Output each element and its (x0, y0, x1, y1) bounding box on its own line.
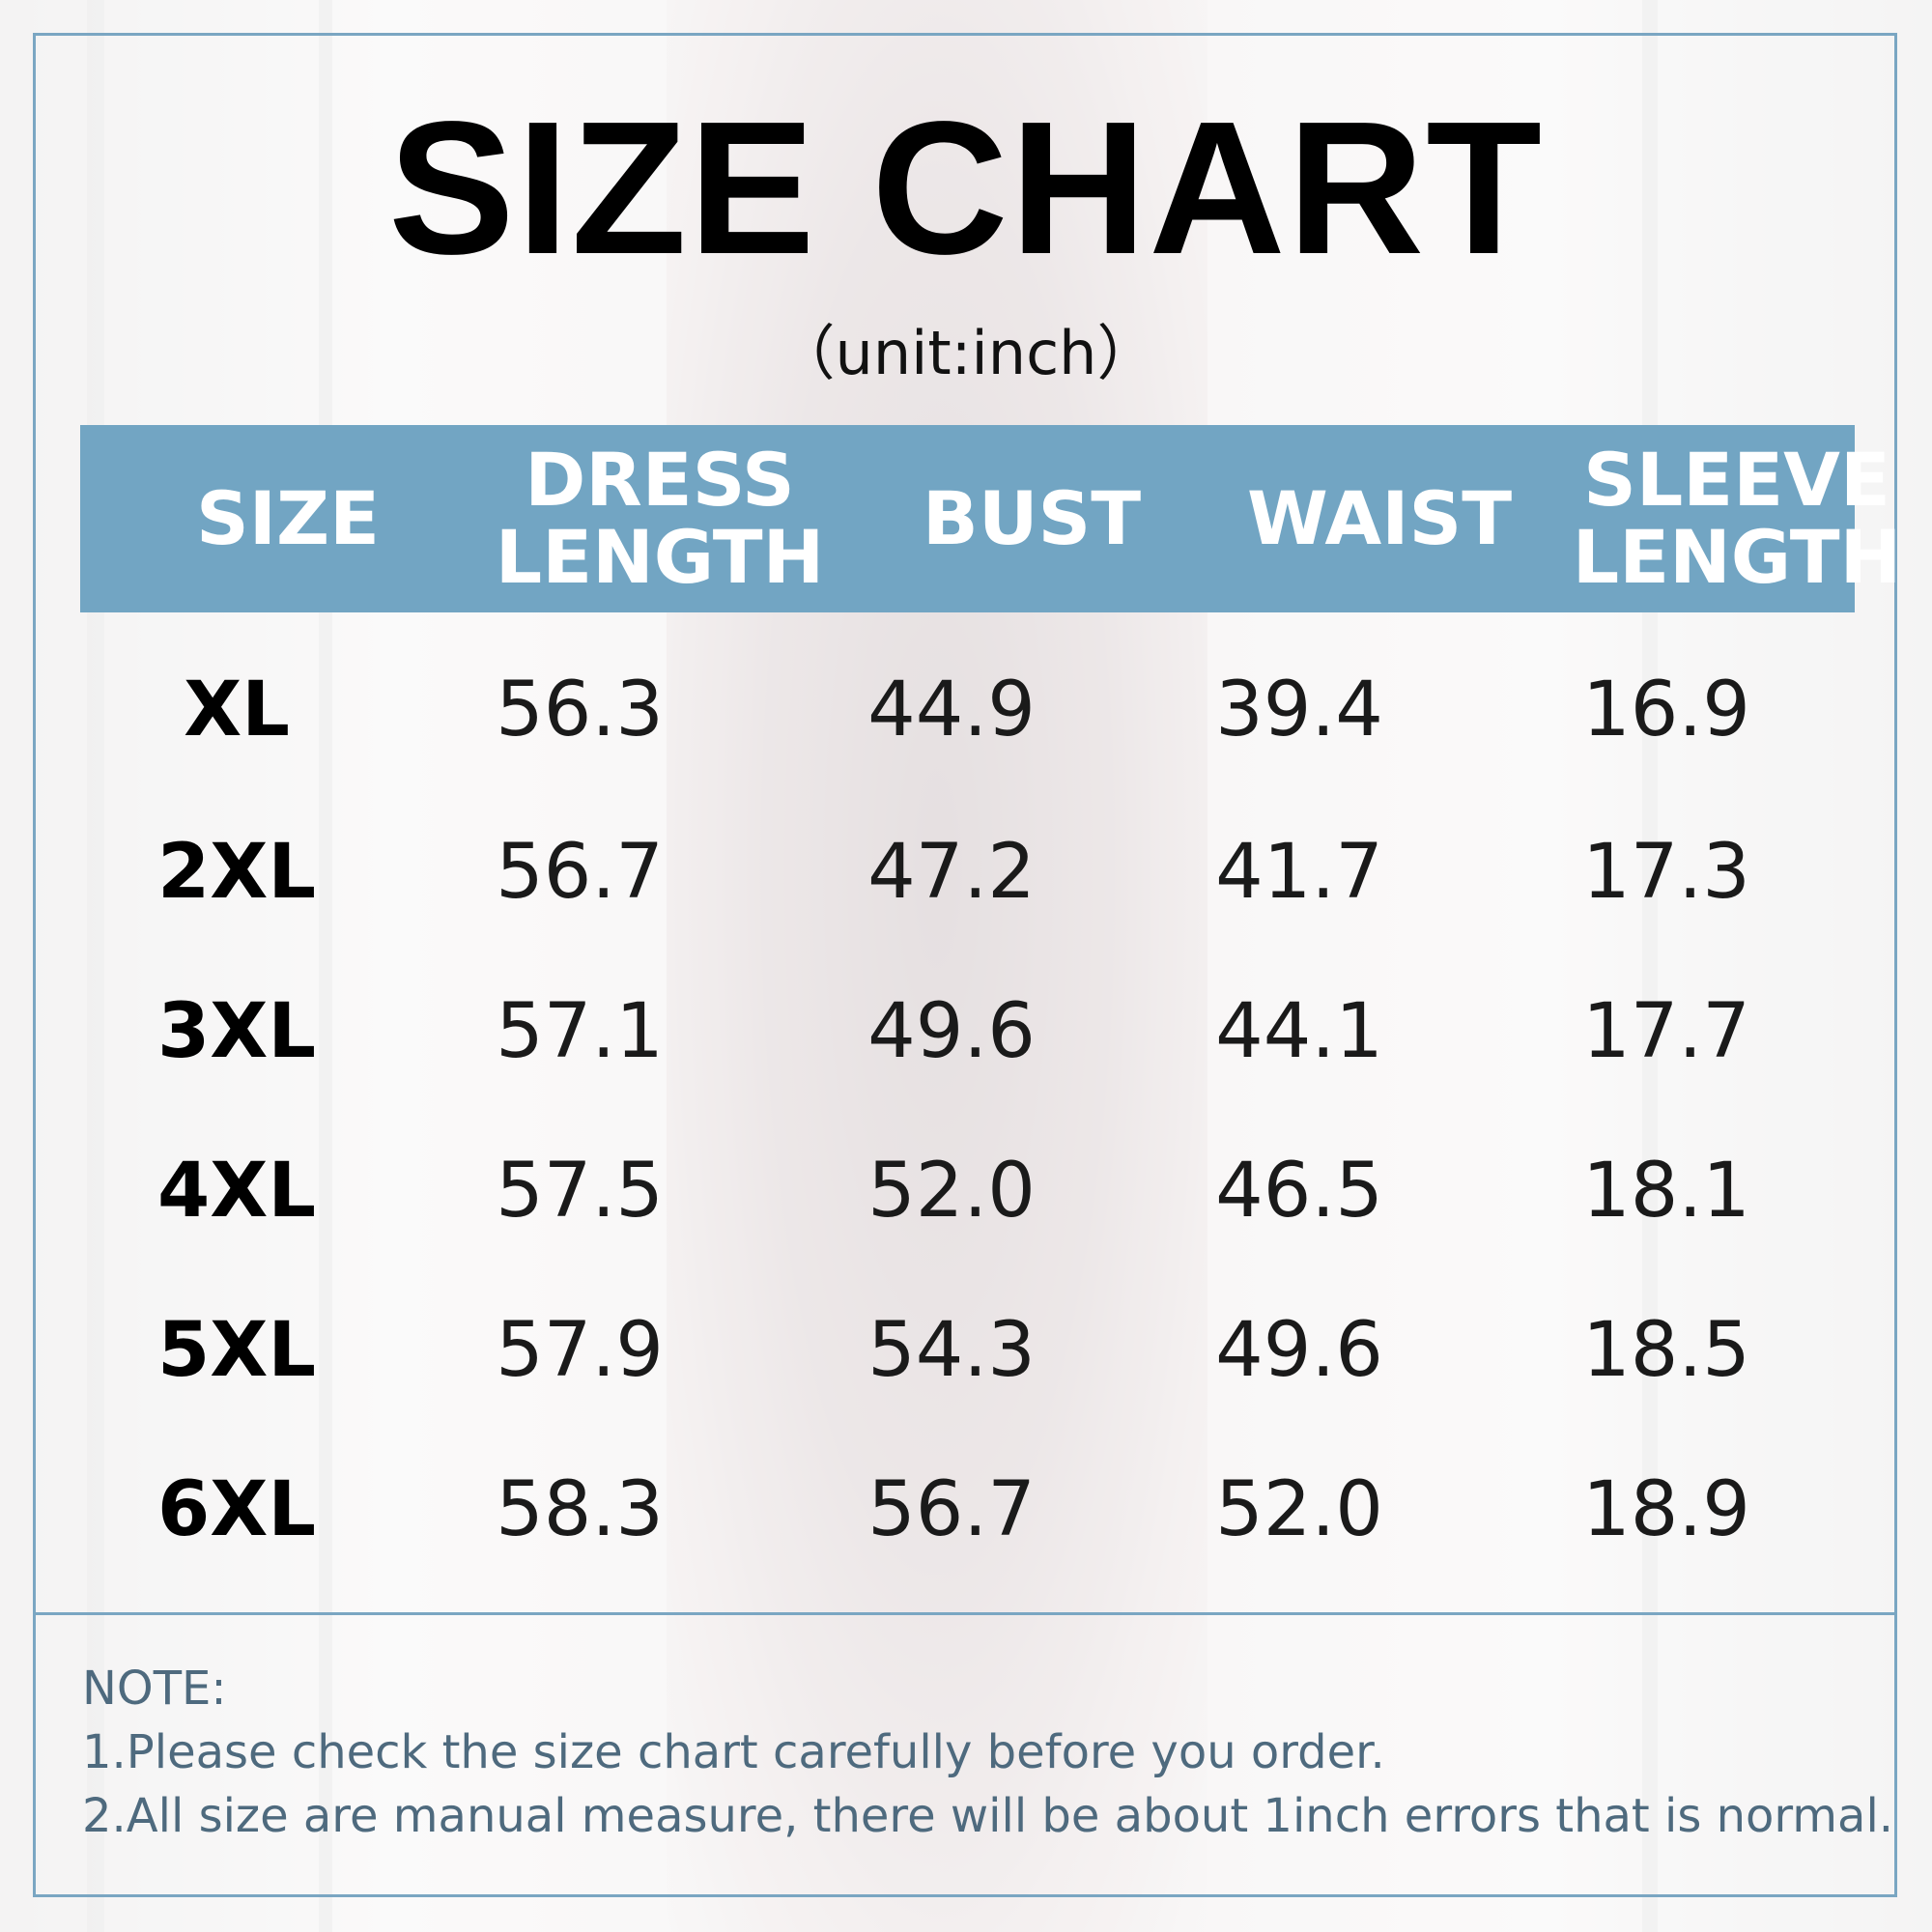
size-cell: 6XL (156, 1466, 317, 1553)
header-dress-length: DRESS LENGTH (495, 437, 825, 600)
dress-length-cell: 57.9 (496, 1307, 664, 1394)
table-row: 4XL 57.5 52.0 46.5 18.1 (0, 1133, 1932, 1249)
header-bust: BUST (922, 475, 1142, 561)
size-cell: 3XL (156, 988, 317, 1075)
dress-length-cell: 56.3 (496, 667, 664, 753)
waist-cell: 39.4 (1215, 667, 1383, 753)
bust-cell: 47.2 (867, 829, 1036, 916)
size-cell: 4XL (156, 1148, 317, 1235)
bust-cell: 54.3 (867, 1307, 1036, 1394)
note-line-1: 1.Please check the size chart carefully … (82, 1725, 1385, 1779)
table-row: 2XL 56.7 47.2 41.7 17.3 (0, 814, 1932, 930)
bust-cell: 52.0 (867, 1148, 1036, 1235)
sleeve-length-cell: 18.1 (1582, 1148, 1750, 1235)
table-row: 3XL 57.1 49.6 44.1 17.7 (0, 974, 1932, 1090)
waist-cell: 41.7 (1215, 829, 1383, 916)
size-cell: 5XL (156, 1307, 317, 1394)
sleeve-length-cell: 17.7 (1582, 988, 1750, 1075)
header-sleeve-length: SLEEVE LENGTH (1572, 437, 1902, 600)
size-cell: XL (184, 667, 290, 753)
header-size: SIZE (195, 475, 381, 561)
note-divider (33, 1612, 1897, 1615)
note-line-2: 2.All size are manual measure, there wil… (82, 1789, 1894, 1843)
table-row: XL 56.3 44.9 39.4 16.9 (0, 652, 1932, 768)
dress-length-cell: 57.5 (496, 1148, 664, 1235)
dress-length-cell: 56.7 (496, 829, 664, 916)
chart-frame (33, 33, 1897, 1897)
bust-cell: 56.7 (867, 1466, 1036, 1553)
bust-cell: 49.6 (867, 988, 1036, 1075)
sleeve-length-cell: 17.3 (1582, 829, 1750, 916)
bust-cell: 44.9 (867, 667, 1036, 753)
sleeve-length-cell: 16.9 (1582, 667, 1750, 753)
table-row: 6XL 58.3 56.7 52.0 18.9 (0, 1452, 1932, 1568)
sleeve-length-cell: 18.5 (1582, 1307, 1750, 1394)
size-cell: 2XL (156, 829, 317, 916)
header-waist: WAIST (1246, 475, 1513, 561)
table-header: SIZE DRESS LENGTH BUST WAIST SLEEVE LENGTH (80, 425, 1901, 612)
waist-cell: 49.6 (1215, 1307, 1383, 1394)
page-title: SIZE CHART (388, 82, 1544, 294)
table-row: 5XL 57.9 54.3 49.6 18.5 (0, 1293, 1932, 1408)
sleeve-length-cell: 18.9 (1582, 1466, 1750, 1553)
waist-cell: 46.5 (1215, 1148, 1383, 1235)
waist-cell: 44.1 (1215, 988, 1383, 1075)
note-heading: NOTE: (82, 1662, 227, 1716)
dress-length-cell: 58.3 (496, 1466, 664, 1553)
dress-length-cell: 57.1 (496, 988, 664, 1075)
waist-cell: 52.0 (1215, 1466, 1383, 1553)
unit-label: （unit:inch） (775, 318, 1157, 388)
